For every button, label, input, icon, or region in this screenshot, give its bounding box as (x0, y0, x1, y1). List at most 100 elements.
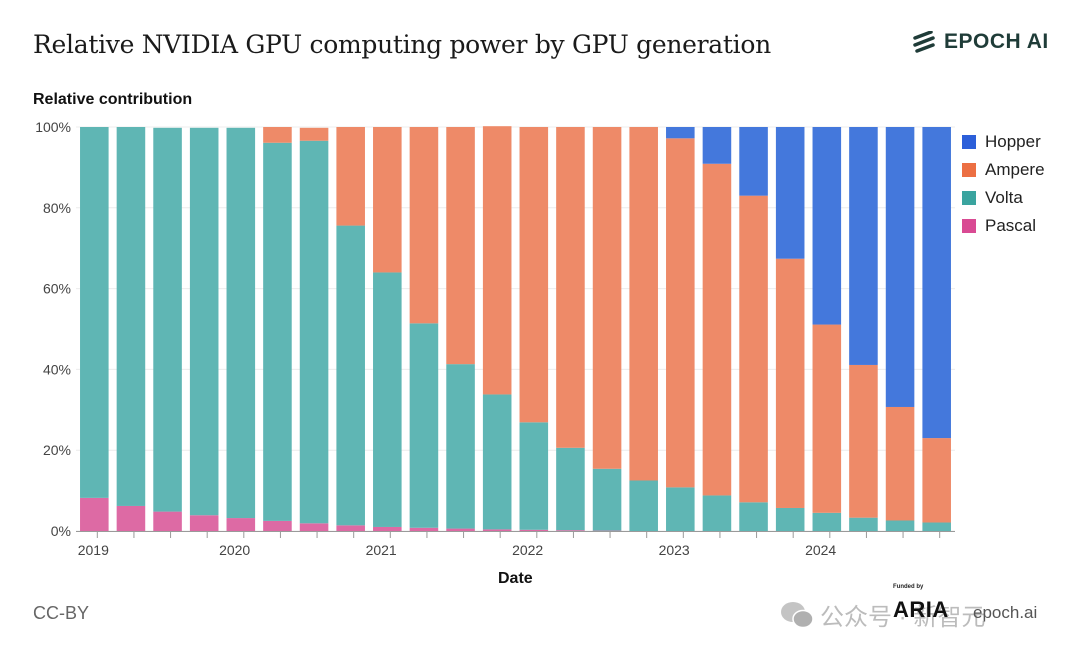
bar-segment-volta[interactable] (299, 140, 329, 524)
bar-segment-ampere[interactable] (666, 138, 695, 488)
wechat-icon (780, 600, 814, 630)
bar-segment-pascal[interactable] (263, 520, 292, 531)
bar-segment-ampere[interactable] (592, 127, 622, 469)
x-axis: 2019 2020 2021 2022 2023 2024 (76, 531, 955, 558)
x-tick-label: 2022 (512, 542, 543, 558)
bar-segment-volta[interactable] (373, 272, 402, 527)
license-label: CC-BY (33, 603, 90, 623)
epoch-stripes-icon (913, 31, 935, 53)
bar-segment-volta[interactable] (592, 468, 622, 531)
legend-swatch-ampere (962, 163, 976, 177)
bar-segment-hopper[interactable] (922, 127, 951, 439)
bar-segment-pascal[interactable] (592, 530, 622, 532)
bar-segment-ampere[interactable] (336, 127, 365, 226)
bar-segment-hopper[interactable] (666, 127, 695, 139)
bar-segment-hopper[interactable] (702, 127, 732, 164)
legend: Hopper Ampere Volta Pascal (962, 128, 1045, 240)
bar-segment-pascal[interactable] (80, 497, 109, 531)
legend-label: Pascal (985, 216, 1037, 235)
aria-logo[interactable]: ARIA (893, 597, 949, 622)
legend-label: Hopper (985, 132, 1041, 151)
bar-segment-ampere[interactable] (263, 127, 292, 143)
epoch-ai-logo[interactable]: EPOCH AI (912, 30, 1049, 54)
bar-segment-ampere[interactable] (373, 127, 402, 273)
bar-segment-volta[interactable] (922, 522, 951, 531)
bar-segment-pascal[interactable] (116, 505, 146, 531)
epoch-ai-link[interactable]: epoch.ai (973, 603, 1038, 622)
bar-segment-hopper[interactable] (739, 127, 768, 196)
bar-segment-ampere[interactable] (739, 195, 768, 503)
bar-segment-ampere[interactable] (482, 126, 512, 395)
bar-segment-volta[interactable] (336, 225, 365, 526)
bars (80, 126, 951, 532)
bar-segment-ampere[interactable] (812, 324, 842, 513)
bar-segment-hopper[interactable] (885, 127, 915, 407)
bar-segment-ampere[interactable] (922, 438, 951, 523)
bar-segment-ampere[interactable] (885, 406, 915, 521)
bar-segment-volta[interactable] (226, 127, 256, 519)
legend-item-volta[interactable]: Volta (962, 184, 1045, 212)
bar-segment-volta[interactable] (482, 394, 512, 530)
bar-segment-pascal[interactable] (409, 527, 439, 531)
bar-segment-volta[interactable] (519, 422, 549, 530)
bar-segment-pascal[interactable] (336, 525, 365, 531)
y-tick-label: 60% (43, 281, 71, 297)
y-axis-title: Relative contribution (33, 91, 193, 108)
bar-segment-ampere[interactable] (849, 364, 878, 518)
x-tick-label: 2024 (805, 542, 836, 558)
y-tick-label: 0% (51, 523, 71, 539)
bar-segment-volta[interactable] (666, 487, 695, 531)
bar-segment-volta[interactable] (739, 502, 768, 531)
legend-item-pascal[interactable]: Pascal (962, 212, 1045, 240)
bar-segment-ampere[interactable] (299, 127, 329, 141)
bar-segment-pascal[interactable] (153, 511, 182, 531)
x-tick-label: 2023 (659, 542, 690, 558)
bar-segment-ampere[interactable] (775, 258, 805, 508)
bar-segment-volta[interactable] (885, 520, 915, 531)
legend-item-hopper[interactable]: Hopper (962, 128, 1045, 156)
bar-segment-ampere[interactable] (519, 127, 549, 423)
x-tick-label: 2021 (366, 542, 397, 558)
bar-segment-volta[interactable] (702, 495, 732, 531)
chart-title: Relative NVIDIA GPU computing power by G… (33, 30, 771, 59)
bar-segment-volta[interactable] (116, 127, 146, 506)
bar-segment-pascal[interactable] (189, 515, 219, 531)
legend-swatch-volta (962, 191, 976, 205)
bar-segment-volta[interactable] (849, 517, 878, 531)
bar-segment-volta[interactable] (775, 507, 805, 531)
legend-item-ampere[interactable]: Ampere (962, 156, 1045, 184)
bar-segment-volta[interactable] (556, 447, 585, 531)
bar-segment-pascal[interactable] (299, 523, 329, 531)
x-tick-label: 2020 (219, 542, 250, 558)
y-tick-label: 80% (43, 200, 71, 216)
bar-segment-volta[interactable] (409, 323, 439, 528)
bar-segment-hopper[interactable] (775, 127, 805, 259)
bar-segment-ampere[interactable] (446, 127, 475, 365)
bar-segment-volta[interactable] (812, 512, 842, 531)
bar-segment-pascal[interactable] (519, 529, 549, 531)
bar-segment-volta[interactable] (629, 480, 658, 532)
bar-segment-ampere[interactable] (409, 127, 439, 324)
bar-segment-hopper[interactable] (812, 127, 842, 325)
bar-segment-volta[interactable] (189, 127, 219, 516)
bar-segment-pascal[interactable] (373, 526, 402, 531)
legend-swatch-pascal (962, 219, 976, 233)
y-axis-ticks: 0% 20% 40% 60% 80% 100% (35, 119, 71, 539)
bar-segment-pascal[interactable] (482, 529, 512, 531)
bar-segment-volta[interactable] (446, 364, 475, 529)
legend-label: Ampere (985, 160, 1045, 179)
bar-segment-ampere[interactable] (629, 127, 658, 481)
bar-segment-pascal[interactable] (446, 528, 475, 531)
logo-text: EPOCH AI (944, 30, 1049, 53)
bar-segment-pascal[interactable] (556, 530, 585, 531)
wechat-watermark: 公众号 · 新智元 (780, 597, 985, 632)
bar-segment-pascal[interactable] (226, 518, 256, 531)
bar-segment-volta[interactable] (263, 142, 292, 521)
bar-segment-volta[interactable] (80, 127, 109, 498)
bar-segment-volta[interactable] (153, 127, 182, 512)
legend-swatch-hopper (962, 135, 976, 149)
bar-segment-ampere[interactable] (556, 127, 585, 448)
watermark-text: 公众号 · 新智元 (820, 604, 986, 631)
bar-segment-ampere[interactable] (702, 163, 732, 496)
bar-segment-hopper[interactable] (849, 127, 878, 365)
